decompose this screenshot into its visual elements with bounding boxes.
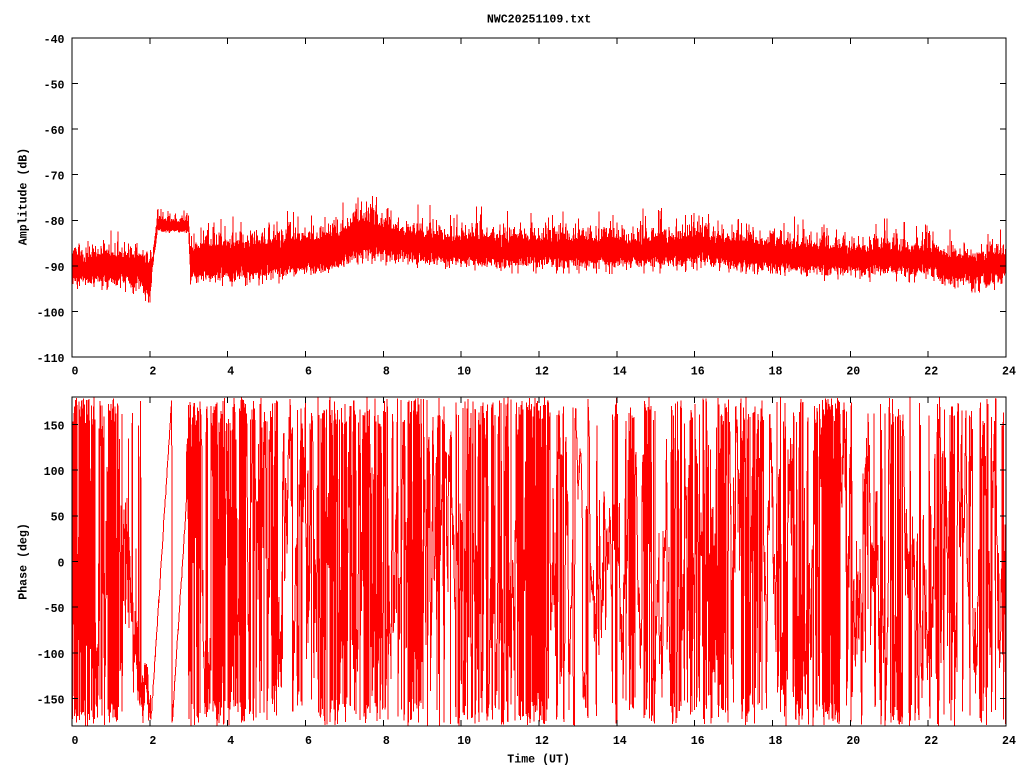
svg-text:-100: -100 <box>37 307 65 320</box>
svg-text:8: 8 <box>383 366 390 379</box>
svg-text:-80: -80 <box>44 216 65 229</box>
svg-text:4: 4 <box>227 366 234 379</box>
svg-text:50: 50 <box>51 512 65 525</box>
svg-text:Phase (deg): Phase (deg) <box>17 523 30 600</box>
svg-text:0: 0 <box>72 366 79 379</box>
svg-text:100: 100 <box>44 466 65 479</box>
svg-text:-110: -110 <box>37 353 65 366</box>
svg-text:18: 18 <box>769 735 783 748</box>
svg-text:0: 0 <box>58 557 65 570</box>
svg-text:14: 14 <box>613 366 627 379</box>
svg-text:4: 4 <box>227 735 234 748</box>
svg-text:22: 22 <box>924 366 938 379</box>
svg-text:0: 0 <box>72 735 79 748</box>
svg-text:20: 20 <box>846 735 860 748</box>
svg-text:-100: -100 <box>37 649 65 662</box>
svg-text:2: 2 <box>149 735 156 748</box>
svg-text:6: 6 <box>305 366 312 379</box>
svg-text:16: 16 <box>691 735 705 748</box>
svg-text:8: 8 <box>383 735 390 748</box>
svg-text:Time (UT): Time (UT) <box>507 754 570 767</box>
svg-text:2: 2 <box>149 366 156 379</box>
svg-text:-60: -60 <box>44 125 65 138</box>
svg-text:22: 22 <box>924 735 938 748</box>
svg-text:6: 6 <box>305 735 312 748</box>
svg-text:24: 24 <box>1002 366 1016 379</box>
svg-text:24: 24 <box>1002 735 1016 748</box>
svg-text:16: 16 <box>691 366 705 379</box>
svg-text:-90: -90 <box>44 262 65 275</box>
svg-text:10: 10 <box>457 735 471 748</box>
svg-text:NWC20251109.txt: NWC20251109.txt <box>487 13 591 26</box>
svg-text:10: 10 <box>457 366 471 379</box>
svg-text:Amplitude (dB): Amplitude (dB) <box>17 148 30 245</box>
svg-text:-70: -70 <box>44 171 65 184</box>
svg-text:-150: -150 <box>37 695 65 708</box>
svg-text:-40: -40 <box>44 34 65 47</box>
svg-text:-50: -50 <box>44 603 65 616</box>
svg-text:18: 18 <box>769 366 783 379</box>
svg-text:12: 12 <box>535 366 549 379</box>
svg-text:150: 150 <box>44 420 65 433</box>
svg-text:-50: -50 <box>44 80 65 93</box>
svg-text:12: 12 <box>535 735 549 748</box>
svg-text:14: 14 <box>613 735 627 748</box>
svg-text:20: 20 <box>846 366 860 379</box>
